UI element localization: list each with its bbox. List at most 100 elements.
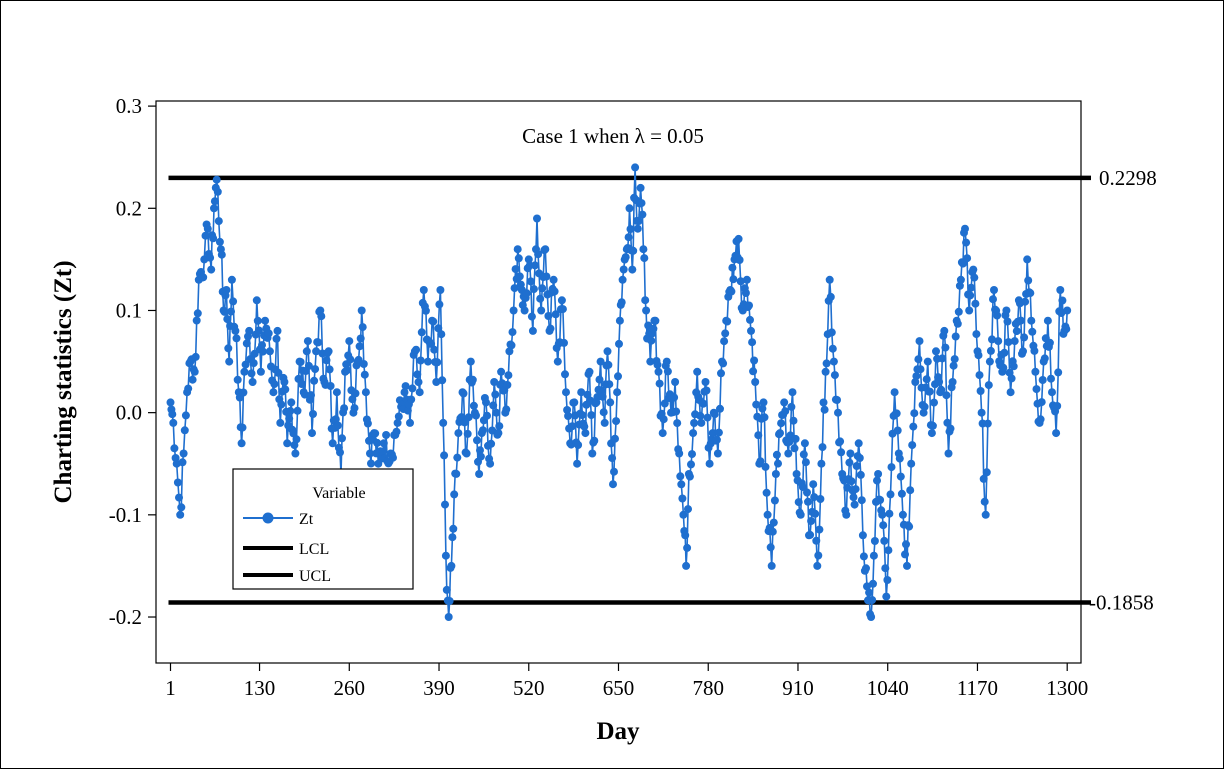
zt-point <box>207 265 216 274</box>
zt-point <box>884 546 893 555</box>
zt-point <box>716 404 724 413</box>
zt-point <box>261 316 270 325</box>
zt-point <box>524 255 533 264</box>
zt-point <box>879 521 888 530</box>
zt-point <box>956 275 965 284</box>
y-tick-label: -0.2 <box>109 605 142 629</box>
zt-point <box>415 388 424 397</box>
zt-point <box>292 435 301 444</box>
zt-point <box>818 443 827 452</box>
zt-point <box>307 391 315 400</box>
zt-point <box>799 450 808 459</box>
zt-point <box>459 389 468 398</box>
zt-point <box>311 365 320 374</box>
zt-point <box>626 225 635 234</box>
zt-point <box>798 483 807 491</box>
zt-point <box>741 289 750 297</box>
zt-point <box>419 286 428 294</box>
zt-point <box>980 497 989 506</box>
legend-entry-zt: Zt <box>299 511 314 528</box>
zt-point <box>201 231 210 240</box>
zt-point <box>789 416 798 425</box>
zt-point <box>441 551 450 560</box>
zt-point <box>322 356 331 365</box>
zt-point <box>619 265 628 274</box>
zt-point <box>590 436 599 445</box>
zt-point <box>378 447 387 456</box>
x-tick-label: 520 <box>513 676 545 700</box>
zt-point <box>355 342 364 351</box>
zt-point <box>928 421 937 430</box>
zt-point <box>794 498 803 507</box>
zt-point <box>1010 337 1019 346</box>
zt-point <box>774 459 782 468</box>
zt-point <box>394 412 403 421</box>
zt-point <box>906 486 915 495</box>
zt-point <box>989 295 997 304</box>
zt-point <box>690 419 699 427</box>
zt-point <box>237 439 246 448</box>
zt-point <box>629 246 638 255</box>
zt-point <box>573 459 582 468</box>
zt-point <box>1023 255 1032 264</box>
zt-point <box>1024 276 1033 285</box>
zt-point <box>854 439 863 448</box>
zt-point <box>613 388 622 397</box>
zt-point <box>563 406 572 414</box>
zt-point <box>826 292 835 301</box>
zt-point <box>640 254 649 263</box>
zt-point <box>176 510 185 519</box>
zt-point <box>845 458 854 467</box>
zt-point <box>1058 296 1067 305</box>
zt-point <box>703 413 712 422</box>
zt-point <box>436 286 445 294</box>
zt-point <box>270 380 279 389</box>
zt-point <box>855 454 864 462</box>
zt-point <box>583 390 592 399</box>
zt-point <box>606 398 615 407</box>
zt-point <box>1016 316 1025 325</box>
zt-point <box>833 396 841 404</box>
zt-point <box>400 388 409 397</box>
zt-point <box>742 275 751 284</box>
zt-point <box>986 346 995 355</box>
zt-point <box>450 490 459 499</box>
zt-point <box>247 369 256 378</box>
zt-point <box>699 399 708 408</box>
zt-point <box>777 419 786 428</box>
zt-point <box>902 540 910 549</box>
zt-point <box>312 347 321 356</box>
zt-point <box>265 347 274 356</box>
zt-point <box>688 450 696 459</box>
legend-entry-ucl: UCL <box>299 568 331 585</box>
zt-point <box>441 500 449 509</box>
zt-point <box>816 495 825 503</box>
zt-point <box>953 319 962 328</box>
zt-point <box>454 429 463 438</box>
zt-point <box>1020 333 1029 342</box>
legend-zt-marker <box>262 512 274 524</box>
zt-point <box>747 326 755 335</box>
zt-point <box>1009 362 1018 371</box>
zt-point <box>227 307 235 316</box>
zt-point <box>276 418 285 427</box>
zt-point <box>641 296 650 305</box>
x-tick-label: 1040 <box>867 676 909 700</box>
zt-point <box>938 354 947 363</box>
zt-point <box>1027 316 1036 325</box>
zt-point <box>679 510 688 519</box>
zt-point <box>985 357 994 366</box>
zt-point <box>639 245 648 254</box>
zt-point <box>981 510 990 519</box>
zt-point <box>1032 385 1041 394</box>
zt-point <box>256 367 265 376</box>
zt-point <box>214 217 223 226</box>
zt-point <box>901 550 909 559</box>
legend-box <box>232 468 414 590</box>
zt-point <box>166 398 175 407</box>
zt-point <box>578 411 587 420</box>
zt-point <box>259 347 267 356</box>
zt-point <box>283 439 292 448</box>
zt-point <box>930 398 938 407</box>
zt-point <box>281 385 290 394</box>
